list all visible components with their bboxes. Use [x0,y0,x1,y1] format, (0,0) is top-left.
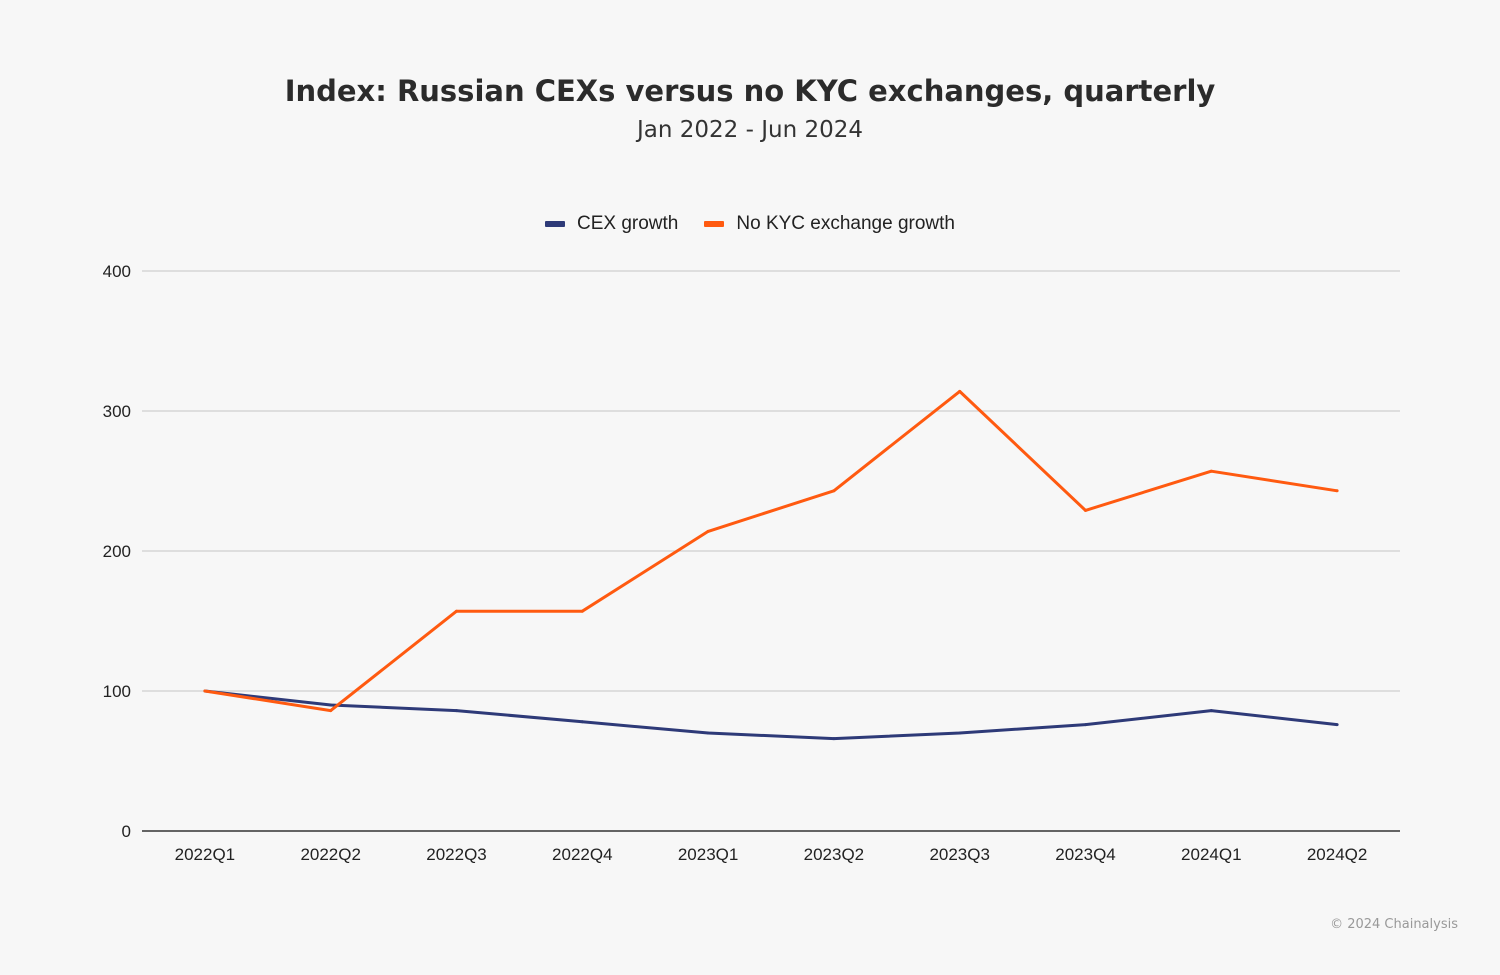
x-tick-label: 2022Q4 [552,845,613,864]
x-tick-label: 2023Q1 [678,845,739,864]
data-point [203,689,207,693]
legend-item-nokyc: No KYC exchange growth [704,213,955,235]
data-point [1084,508,1087,512]
legend-swatch-nokyc [704,221,725,227]
x-tick-label: 2022Q2 [300,845,361,864]
data-point [1335,489,1339,493]
data-point [580,720,584,724]
data-point [958,731,962,735]
data-point [1084,723,1087,727]
y-tick-label: 200 [103,542,131,561]
data-point [580,609,584,613]
chart-subtitle: Jan 2022 - Jun 2024 [636,117,863,143]
y-tick-label: 0 [122,822,131,841]
data-point [1209,709,1213,713]
legend: CEX growth No KYC exchange growth [0,213,1500,235]
x-tick-label: 2024Q1 [1181,845,1242,864]
chart-title: Index: Russian CEXs versus no KYC exchan… [284,74,1216,108]
data-point [329,709,333,713]
data-point [706,731,710,735]
x-tick-label: 2023Q4 [1055,845,1116,864]
y-tick-label: 100 [103,682,131,701]
data-point [958,389,962,393]
legend-label-cex: CEX growth [577,213,679,234]
x-tick-label: 2023Q3 [929,845,990,864]
x-tick-label: 2022Q1 [175,845,236,864]
copyright-footer: © 2024 Chainalysis [1330,917,1458,932]
legend-label-nokyc: No KYC exchange growth [736,213,955,234]
series-line-cex [204,689,1338,741]
data-point [455,609,458,613]
legend-item-cex: CEX growth [545,213,678,235]
data-point [1209,469,1213,473]
x-tick-label: 2022Q3 [426,845,487,864]
data-point [832,737,836,741]
data-point [832,489,836,493]
series-line-nokyc [204,389,1338,713]
data-point [329,703,333,707]
data-point [1335,723,1339,727]
data-point [455,709,458,713]
legend-swatch-cex [545,221,565,227]
y-tick-label: 300 [103,402,131,421]
x-tick-label: 2023Q2 [804,845,865,864]
x-tick-label: 2024Q2 [1307,845,1368,864]
y-tick-label: 400 [103,262,131,281]
data-point [706,529,710,533]
